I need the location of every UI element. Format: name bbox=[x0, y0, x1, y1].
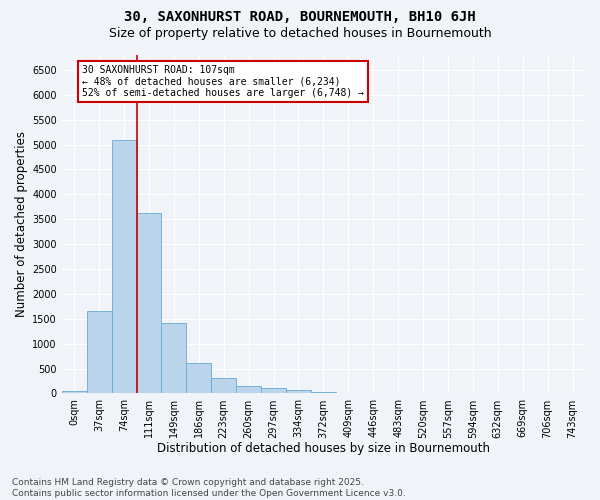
Bar bbox=[112, 140, 137, 394]
Bar bbox=[311, 392, 336, 394]
Text: Contains HM Land Registry data © Crown copyright and database right 2025.
Contai: Contains HM Land Registry data © Crown c… bbox=[12, 478, 406, 498]
Bar bbox=[161, 323, 187, 394]
Text: Size of property relative to detached houses in Bournemouth: Size of property relative to detached ho… bbox=[109, 28, 491, 40]
Bar bbox=[286, 390, 311, 394]
Bar bbox=[187, 363, 211, 394]
Bar bbox=[211, 378, 236, 394]
Text: 30 SAXONHURST ROAD: 107sqm
← 48% of detached houses are smaller (6,234)
52% of s: 30 SAXONHURST ROAD: 107sqm ← 48% of deta… bbox=[82, 65, 364, 98]
Y-axis label: Number of detached properties: Number of detached properties bbox=[15, 131, 28, 317]
Bar bbox=[261, 388, 286, 394]
Bar bbox=[86, 312, 112, 394]
Bar bbox=[236, 386, 261, 394]
Text: 30, SAXONHURST ROAD, BOURNEMOUTH, BH10 6JH: 30, SAXONHURST ROAD, BOURNEMOUTH, BH10 6… bbox=[124, 10, 476, 24]
Bar bbox=[137, 214, 161, 394]
Bar bbox=[62, 391, 86, 394]
X-axis label: Distribution of detached houses by size in Bournemouth: Distribution of detached houses by size … bbox=[157, 442, 490, 455]
